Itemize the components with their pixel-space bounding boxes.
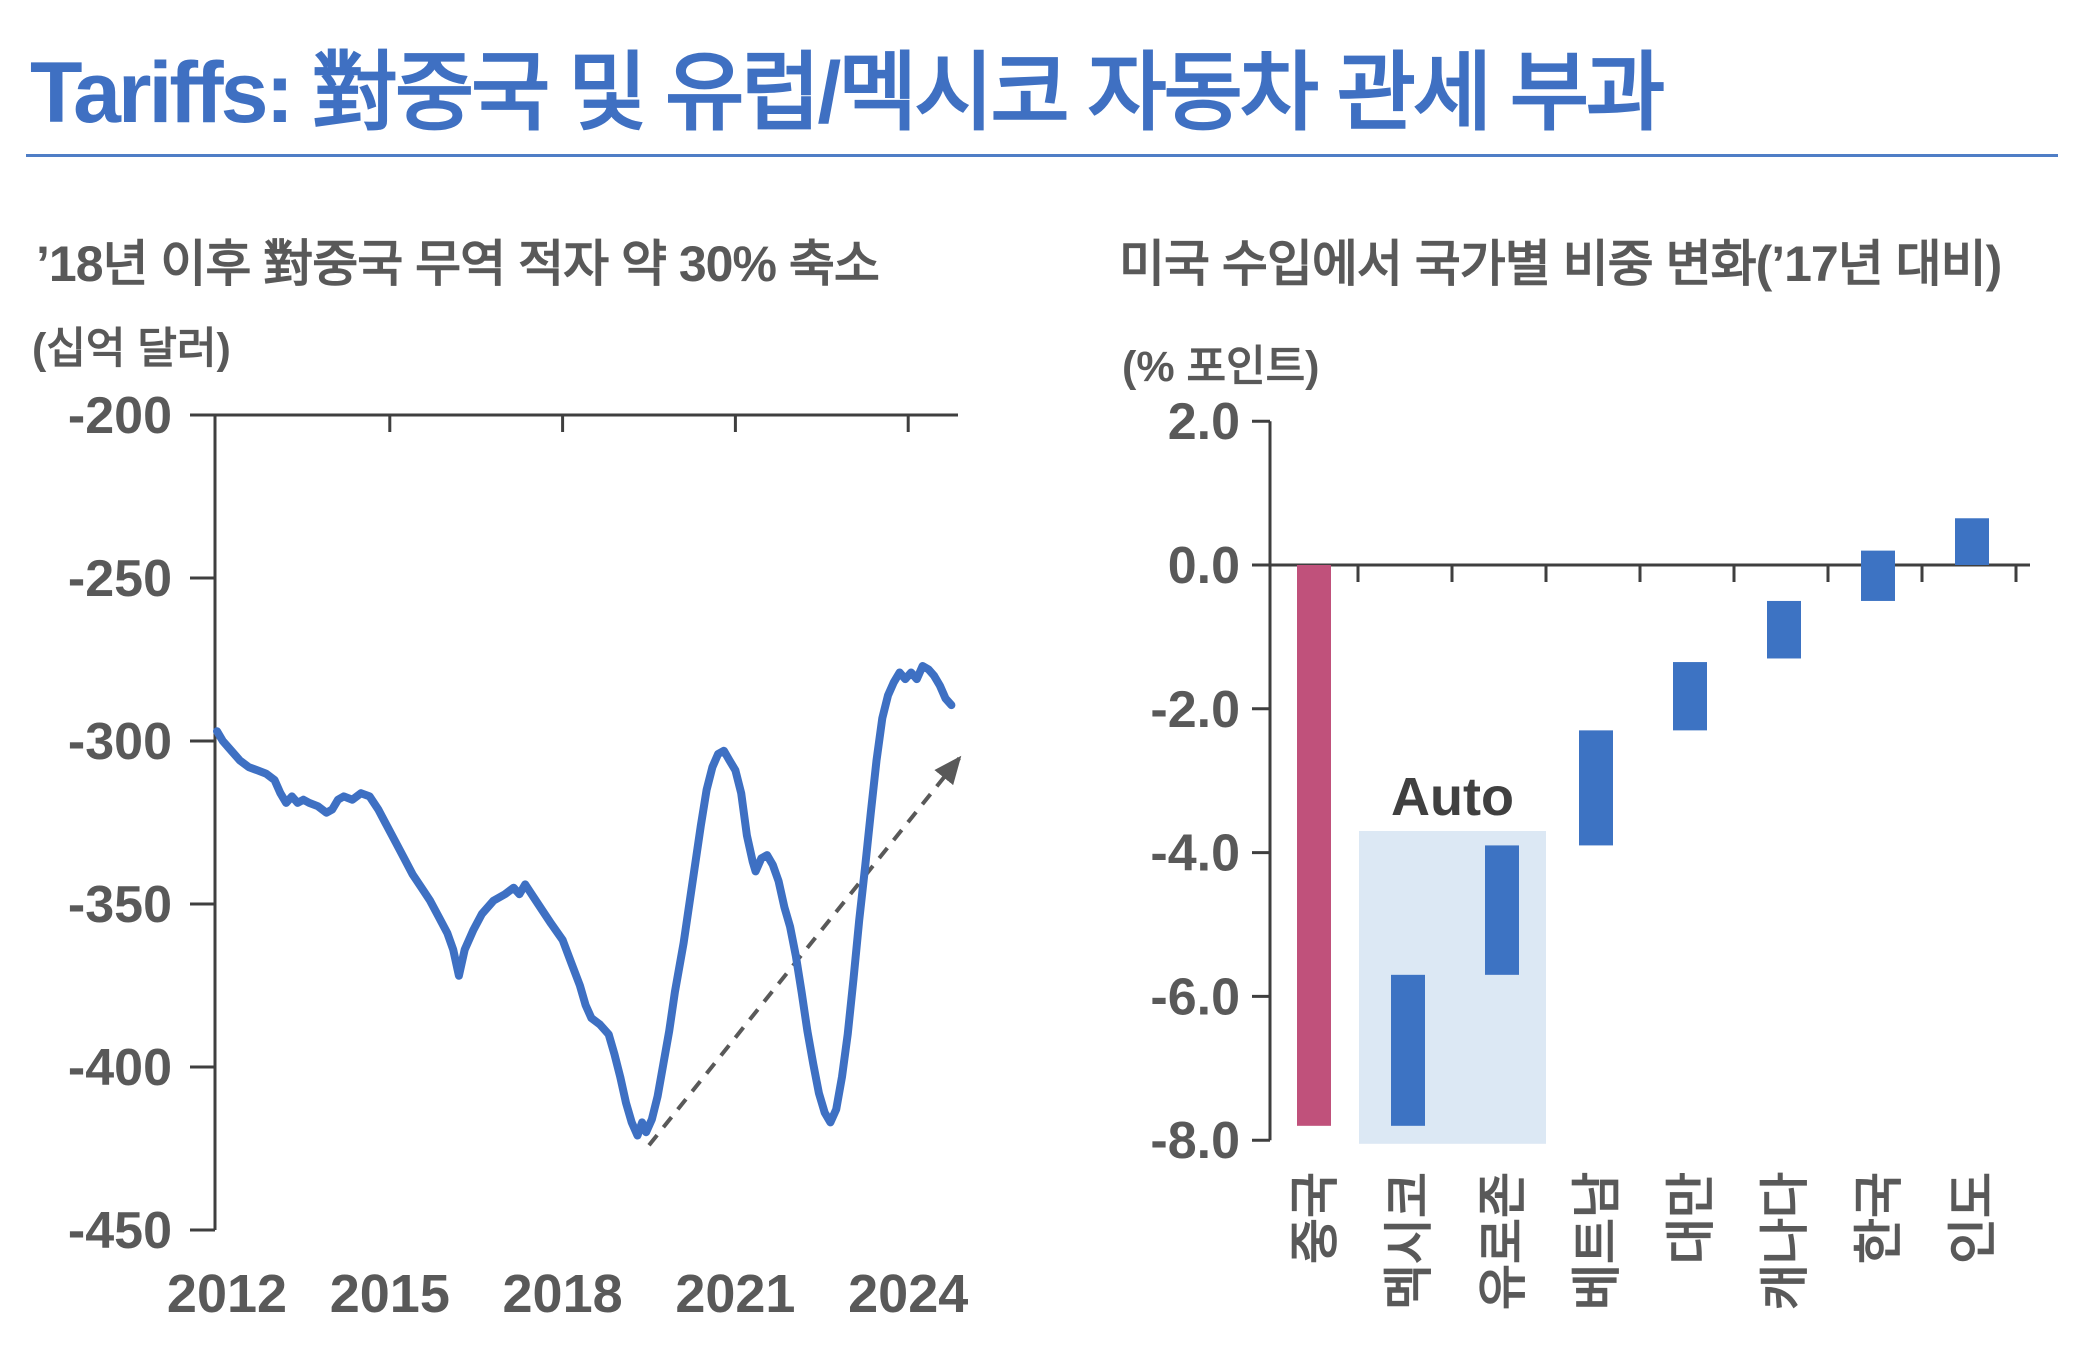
y-tick-label: -8.0 [1150,1112,1240,1170]
y-tick-label: -2.0 [1150,681,1240,739]
x-tick-label: 2024 [848,1264,968,1324]
y-tick-label: -400 [68,1039,172,1097]
category-label-중국: 중국 [1287,1172,1343,1264]
bar-중국 [1297,565,1331,1126]
title-underline-rule [26,154,2058,157]
bar-유로존 [1485,845,1519,975]
bar-한국 [1861,550,1895,601]
left-chart-title: ’18년 이후 對중국 무역 적자 약 30% 축소 [36,236,880,292]
category-label-인도: 인도 [1945,1172,2001,1264]
y-tick-label: -6.0 [1150,968,1240,1026]
y-tick-label: 0.0 [1168,537,1240,595]
bar-멕시코 [1391,974,1425,1126]
auto-label: Auto [1391,767,1514,827]
x-tick-label: 2021 [675,1264,795,1324]
x-tick-label: 2012 [167,1264,287,1324]
trend-arrow [647,755,962,1147]
category-label-베트남: 베트남 [1569,1172,1625,1310]
y-tick-label: -250 [68,550,172,608]
bar-인도 [1955,518,1989,565]
right-chart-unit-label: (% 포인트) [1122,343,1320,391]
left-chart-unit-label: (십억 달러) [32,325,231,373]
page-title: Tariffs: 對중국 및 유럽/멕시코 자동차 관세 부과 [30,45,1665,141]
y-tick-label: -200 [68,387,172,445]
import-share-waterfall-chart: Auto 2.0 0.0 -2.0 -4.0 -6.0 -8.0 중국 멕시코 유로존 베트남 대만 캐… [1150,393,2030,1310]
y-tick-label: -350 [68,876,172,934]
category-label-멕시코: 멕시코 [1381,1172,1437,1310]
y-tick-label: -4.0 [1150,825,1240,883]
category-label-대만: 대만 [1663,1172,1719,1264]
category-label-캐나다: 캐나다 [1757,1172,1813,1310]
y-tick-label: 2.0 [1168,393,1240,451]
category-label-유로존: 유로존 [1475,1172,1531,1310]
x-tick-label: 2015 [330,1264,450,1324]
right-chart-title: 미국 수입에서 국가별 비중 변화(’17년 대비) [1119,236,2002,292]
bar-베트남 [1579,730,1613,846]
deficit-line-series [213,662,956,1140]
category-label-한국: 한국 [1851,1172,1907,1264]
bar-캐나다 [1767,600,1801,659]
bar-대만 [1673,662,1707,731]
y-tick-label: -450 [68,1202,172,1260]
y-tick-label: -300 [68,713,172,771]
x-tick-label: 2018 [503,1264,623,1324]
